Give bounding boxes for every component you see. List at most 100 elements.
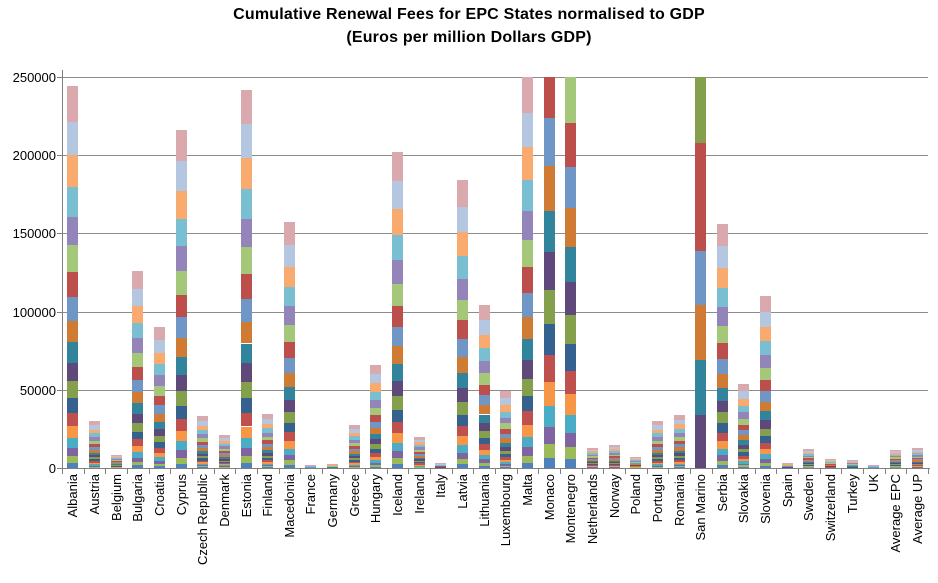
bar-segment bbox=[673, 447, 685, 451]
bar-segment bbox=[543, 354, 555, 383]
bar-segment bbox=[478, 438, 490, 445]
bar-bulgaria bbox=[132, 270, 144, 468]
bar-segment bbox=[88, 421, 100, 426]
bar-segment bbox=[500, 446, 512, 451]
bar-segment bbox=[132, 457, 144, 462]
bar-segment bbox=[565, 314, 577, 345]
bar-segment bbox=[348, 463, 360, 465]
bar-segment bbox=[608, 447, 620, 450]
bar-segment bbox=[413, 462, 425, 464]
bar-segment bbox=[218, 463, 230, 465]
bar-segment bbox=[240, 426, 252, 439]
bar-segment bbox=[262, 455, 274, 459]
bar-segment bbox=[457, 320, 469, 340]
bar-segment bbox=[262, 436, 274, 441]
bar-segment bbox=[153, 395, 165, 406]
bar-segment bbox=[370, 466, 382, 468]
bar-segment bbox=[413, 449, 425, 452]
bar-segment bbox=[88, 452, 100, 456]
bar-segment bbox=[803, 463, 815, 465]
bar-segment bbox=[413, 454, 425, 456]
bar-segment bbox=[110, 463, 122, 465]
bar-segment bbox=[521, 293, 533, 318]
bar-segment bbox=[608, 449, 620, 452]
bar-segment bbox=[457, 414, 469, 427]
bar-segment bbox=[457, 180, 469, 207]
bar-segment bbox=[586, 464, 598, 466]
bar-turkey bbox=[846, 460, 858, 468]
x-category-label: Latvia bbox=[455, 474, 471, 509]
bar-segment bbox=[67, 320, 79, 343]
bar-segment bbox=[608, 456, 620, 458]
bar-segment bbox=[803, 458, 815, 460]
bar-segment bbox=[521, 317, 533, 340]
bar-segment bbox=[608, 464, 620, 466]
bar-segment bbox=[392, 458, 404, 464]
bar-segment bbox=[153, 352, 165, 365]
bar-segment bbox=[543, 444, 555, 458]
bar-segment bbox=[781, 462, 793, 464]
bar-segment bbox=[218, 448, 230, 452]
bar-segment bbox=[890, 458, 902, 460]
bar-segment bbox=[846, 461, 858, 463]
bar-segment bbox=[760, 341, 772, 355]
bar-segment bbox=[738, 458, 750, 462]
bar-segment bbox=[911, 460, 923, 462]
gridline bbox=[62, 155, 928, 157]
x-category-label: Greece bbox=[346, 474, 362, 517]
x-category-label: Lithuania bbox=[476, 474, 492, 527]
bar-luxembourg bbox=[500, 391, 512, 468]
bar-segment bbox=[240, 363, 252, 382]
bar-segment bbox=[283, 342, 295, 359]
bar-segment bbox=[478, 414, 490, 424]
bar-segment bbox=[825, 460, 837, 461]
bar-segment bbox=[651, 433, 663, 438]
bar-segment bbox=[283, 373, 295, 388]
bar-segment bbox=[543, 457, 555, 468]
bar-segment bbox=[911, 450, 923, 452]
bar-segment bbox=[608, 453, 620, 455]
bar-segment bbox=[67, 456, 79, 463]
bar-segment bbox=[673, 436, 685, 441]
bar-segment bbox=[911, 451, 923, 454]
bar-segment bbox=[132, 322, 144, 339]
bar-segment bbox=[457, 231, 469, 256]
bar-segment bbox=[521, 179, 533, 211]
bar-average-up bbox=[911, 448, 923, 468]
bar-segment bbox=[392, 208, 404, 236]
bar-segment bbox=[825, 464, 837, 465]
bar-segment bbox=[630, 464, 642, 466]
bar-segment bbox=[825, 462, 837, 463]
x-tick-mark bbox=[105, 469, 107, 474]
bar-segment bbox=[348, 445, 360, 449]
bar-segment bbox=[153, 452, 165, 457]
bar-segment bbox=[175, 430, 187, 442]
bar-segment bbox=[651, 466, 663, 468]
bar-segment bbox=[153, 375, 165, 386]
bar-segment bbox=[803, 454, 815, 456]
bar-segment bbox=[695, 305, 707, 361]
bar-segment bbox=[262, 428, 274, 433]
bar-segment bbox=[651, 449, 663, 453]
bar-segment bbox=[197, 448, 209, 452]
bar-segment bbox=[153, 413, 165, 422]
bar-segment bbox=[500, 405, 512, 412]
bar-segment bbox=[500, 459, 512, 462]
bar-segment bbox=[565, 77, 577, 123]
bar-segment bbox=[565, 459, 577, 468]
bar-segment bbox=[521, 210, 533, 240]
bar-france bbox=[305, 464, 317, 468]
bar-segment bbox=[218, 446, 230, 449]
bar-segment bbox=[67, 342, 79, 363]
bar-segment bbox=[240, 413, 252, 427]
bar-segment bbox=[110, 455, 122, 458]
bar-segment bbox=[197, 467, 209, 468]
y-tick-label: 0 bbox=[48, 461, 56, 476]
bar-segment bbox=[218, 460, 230, 462]
bar-segment bbox=[673, 428, 685, 434]
bar-segment bbox=[88, 464, 100, 466]
bar-segment bbox=[262, 465, 274, 467]
bar-segment bbox=[348, 461, 360, 464]
bar-segment bbox=[218, 457, 230, 459]
bar-segment bbox=[88, 440, 100, 444]
